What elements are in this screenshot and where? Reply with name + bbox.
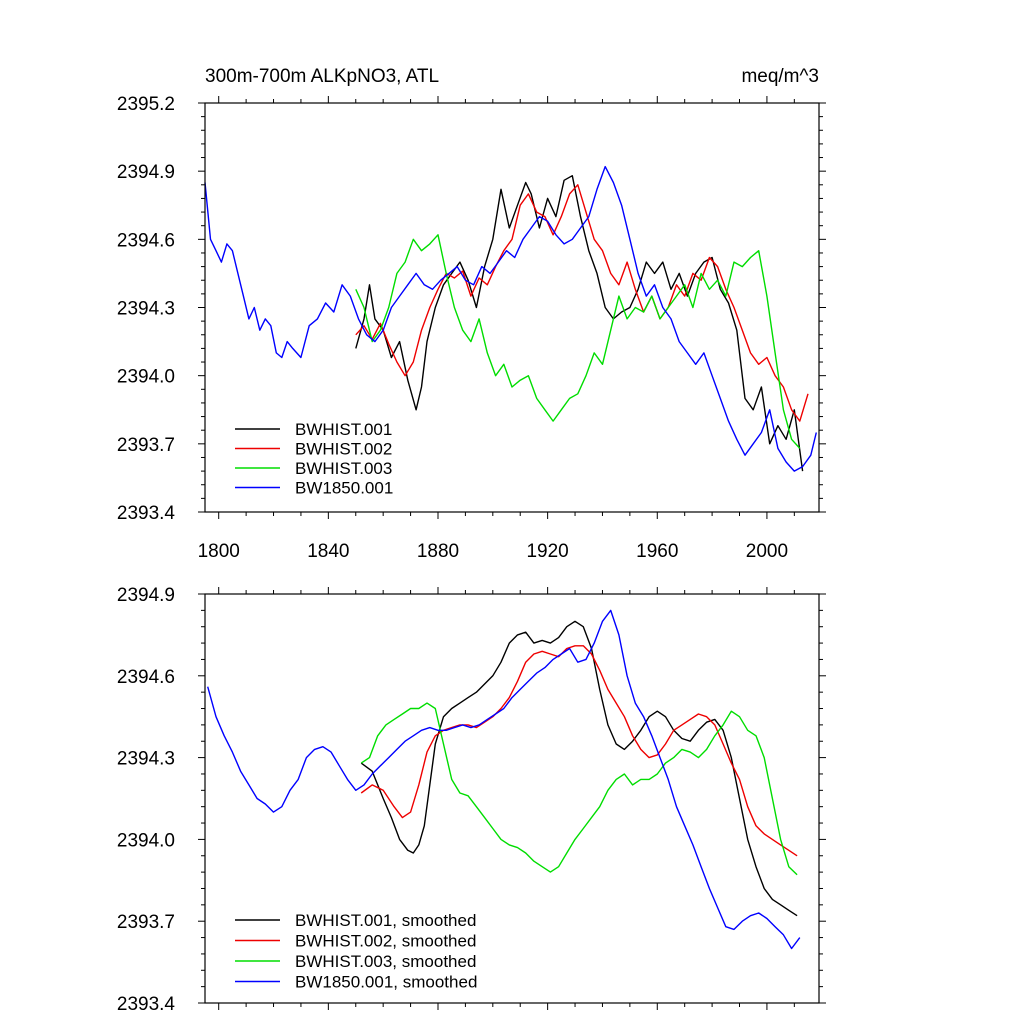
bottom-series-line-3	[360, 702, 798, 876]
top-legend-label-2: BWHIST.002	[295, 440, 392, 459]
top-series-line-4	[204, 165, 817, 472]
top-y-tick-label: 2395.2	[117, 94, 175, 115]
top-y-tick-label: 2393.4	[117, 503, 176, 524]
top-y-tick-label: 2394.0	[117, 367, 175, 388]
bottom-y-tick-label: 2393.4	[117, 994, 176, 1015]
top-chart: 300m-700m ALKpNO3, ATL meq/m^3 1800 1840 1…	[117, 66, 826, 562]
top-legend-label-4: BW1850.001	[295, 479, 393, 498]
bottom-chart: 2393.4 2393.7 2394.0 2394.3 2394.6 2394.9 BWH…	[117, 585, 826, 1015]
bottom-y-tick-label: 2394.0	[117, 830, 175, 851]
bottom-chart-legend: BWHIST.001, smoothed BWHIST.002, smoothed…	[235, 911, 477, 992]
top-x-tick-label: 1920	[526, 541, 568, 562]
top-x-tick-label: 1800	[198, 541, 240, 562]
top-x-tick-label: 1840	[307, 541, 349, 562]
bottom-series-line-2	[360, 645, 798, 857]
top-series-line-3	[355, 234, 801, 449]
bottom-y-tick-label: 2393.7	[117, 912, 175, 933]
bottom-y-tick-label: 2394.9	[117, 585, 175, 606]
top-x-tick-label: 1880	[417, 541, 459, 562]
top-series-line-1	[355, 174, 804, 472]
bottom-legend-label-4: BW1850.001, smoothed	[295, 973, 477, 992]
bottom-chart-plot-frame	[204, 593, 820, 1004]
bottom-series-line-1	[360, 620, 798, 917]
bottom-y-tick-label: 2394.6	[117, 667, 175, 688]
top-y-tick-label: 2394.6	[117, 230, 175, 251]
top-chart-title: 300m-700m ALKpNO3, ATL	[205, 66, 439, 87]
top-series-line-2	[355, 184, 809, 422]
top-y-tick-label: 2394.9	[117, 162, 175, 183]
bottom-chart-ticks: 2393.4 2393.7 2394.0 2394.3 2394.6 2394.9	[117, 585, 826, 1015]
top-x-tick-label: 2000	[746, 541, 788, 562]
top-legend-label-3: BWHIST.003	[295, 459, 392, 478]
top-chart-units: meq/m^3	[741, 66, 819, 87]
bottom-legend-label-3: BWHIST.003, smoothed	[295, 952, 476, 971]
bottom-legend-label-1: BWHIST.001, smoothed	[295, 911, 476, 930]
top-legend-label-1: BWHIST.001	[295, 420, 392, 439]
bottom-series-line-4	[207, 609, 801, 950]
bottom-chart-series	[207, 609, 801, 950]
top-x-tick-label: 1960	[636, 541, 678, 562]
bottom-y-tick-label: 2394.3	[117, 749, 175, 770]
top-y-tick-label: 2394.3	[117, 299, 175, 320]
bottom-legend-label-2: BWHIST.002, smoothed	[295, 932, 476, 951]
top-chart-plot-frame	[204, 102, 820, 513]
top-chart-ticks: 1800 1840 1880 1920 1960 2000 2393.4 2393.7 2394…	[117, 94, 826, 562]
top-chart-series	[204, 165, 817, 472]
top-y-tick-label: 2393.7	[117, 435, 175, 456]
